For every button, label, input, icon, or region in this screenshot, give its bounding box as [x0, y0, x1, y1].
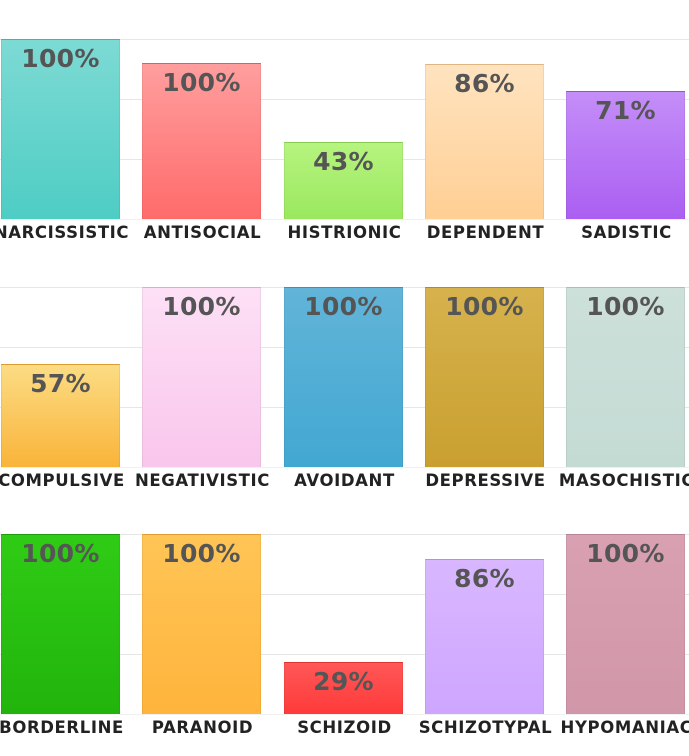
gridline	[0, 99, 689, 100]
bar-sadistic: 71%	[566, 91, 685, 219]
bar-value-label: 100%	[162, 292, 241, 321]
bar-value-label: 100%	[445, 292, 524, 321]
bar-schizoid: 29%	[284, 662, 403, 714]
bar-value-label: 100%	[304, 292, 383, 321]
chart-row-2: 57% COMPULSIVE 100% NEGATIVISTIC 100% AVOIDAN…	[0, 287, 689, 505]
chart-row-3: 100% BORDERLINE 100% PARANOID 29% SCHIZOID 86%…	[0, 534, 689, 752]
bar-compulsive: 57%	[1, 364, 120, 467]
bar-value-label: 43%	[313, 147, 374, 176]
bar-value-label: 29%	[313, 667, 374, 696]
bar-value-label: 86%	[454, 564, 515, 593]
gridline	[0, 594, 689, 595]
bar-value-label: 71%	[595, 96, 656, 125]
category-label: NEGATIVISTIC	[134, 471, 270, 490]
bar-value-label: 100%	[586, 292, 665, 321]
category-label: PARANOID	[151, 718, 254, 737]
bar-narcissistic: 100%	[1, 39, 120, 219]
bar-dependent: 86%	[425, 64, 544, 219]
category-label: DEPENDENT	[426, 223, 545, 242]
gridline	[0, 467, 689, 468]
category-label: SADISTIC	[581, 223, 672, 242]
category-label: ANTISOCIAL	[143, 223, 262, 242]
bar-hypomaniac: 100%	[566, 534, 685, 714]
bar-schizotypal: 86%	[425, 559, 544, 714]
bar-histrionic: 43%	[284, 142, 403, 219]
category-label: SCHIZOTYPAL	[418, 718, 553, 737]
bar-value-label: 57%	[30, 369, 91, 398]
category-label: HISTRIONIC	[287, 223, 402, 242]
bar-value-label: 100%	[21, 44, 100, 73]
category-label: BORDERLINE	[0, 718, 124, 737]
category-label: COMPULSIVE	[0, 471, 125, 490]
gridline	[0, 654, 689, 655]
category-label: NARCISSISTIC	[0, 223, 130, 242]
gridline	[0, 219, 689, 220]
gridline	[0, 714, 689, 715]
gridline	[0, 39, 689, 40]
bar-value-label: 100%	[162, 539, 241, 568]
bar-negativistic: 100%	[142, 287, 261, 467]
bar-paranoid: 100%	[142, 534, 261, 714]
bar-masochistic: 100%	[566, 287, 685, 467]
bar-value-label: 100%	[21, 539, 100, 568]
category-label: HYPOMANIAC	[560, 718, 689, 737]
bar-value-label: 86%	[454, 69, 515, 98]
bar-antisocial: 100%	[142, 63, 261, 219]
bar-value-label: 100%	[586, 539, 665, 568]
category-label: DEPRESSIVE	[425, 471, 546, 490]
category-label: SCHIZOID	[297, 718, 392, 737]
category-label: AVOIDANT	[294, 471, 395, 490]
category-label: MASOCHISTIC	[558, 471, 689, 490]
bar-borderline: 100%	[1, 534, 120, 714]
chart-row-1: 100% NARCISSISTIC 100% ANTISOCIAL 43% HISTRIO…	[0, 39, 689, 257]
gridline	[0, 534, 689, 535]
bar-value-label: 100%	[162, 68, 241, 97]
bar-depressive: 100%	[425, 287, 544, 467]
bar-avoidant: 100%	[284, 287, 403, 467]
